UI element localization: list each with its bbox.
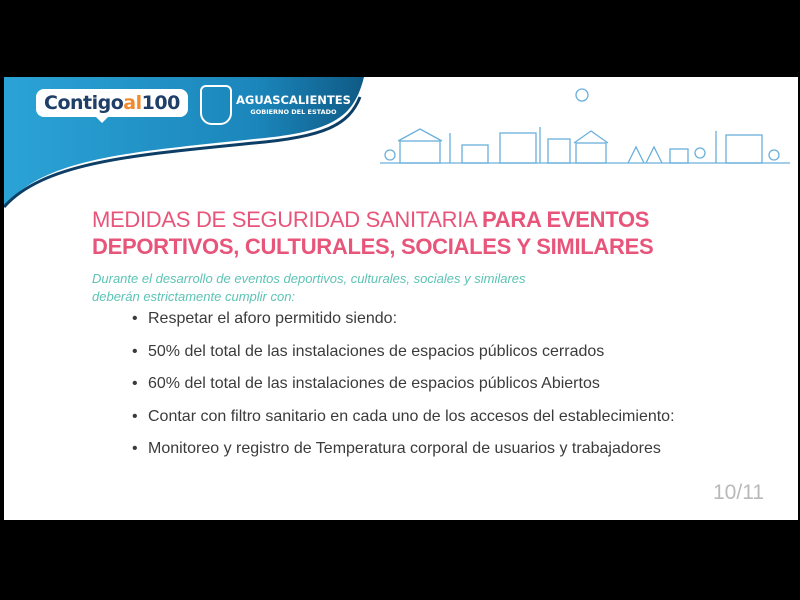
logo-al: al [123,92,142,114]
title-bold-2: DEPORTIVOS, CULTURALES, SOCIALES Y SIMIL… [92,234,654,259]
intro-line-2: deberán estrictamente cumplir con: [92,289,296,304]
slide-title: MEDIDAS DE SEGURIDAD SANITARIA PARA EVEN… [92,206,654,260]
logo-text: Contigo [44,92,124,114]
slide: Contigoal100 AGUASCALIENTES GOBIERNO DEL … [4,77,798,520]
title-light: MEDIDAS DE SEGURIDAD SANITARIA [92,207,477,232]
list-item: Respetar el aforo permitido siendo: [132,309,675,342]
state-seal-icon [200,85,232,125]
list-item: Contar con filtro sanitario en cada uno … [132,407,675,440]
gov-name: AGUASCALIENTES [236,93,351,107]
government-logo: AGUASCALIENTES GOBIERNO DEL ESTADO [236,94,351,118]
logo-num: 100 [141,92,181,114]
city-skyline-illustration [380,88,790,164]
list-item: Monitoreo y registro de Temperatura corp… [132,439,675,472]
page-indicator: 10/11 [713,481,764,504]
intro-line-1: Durante el desarrollo de eventos deporti… [92,271,526,286]
contigo-al-100-logo: Contigoal100 [36,89,188,123]
intro-text: Durante el desarrollo de eventos deporti… [92,270,526,306]
list-item: 50% del total de las instalaciones de es… [132,342,675,375]
gov-sub: GOBIERNO DEL ESTADO [250,108,337,116]
list-item: 60% del total de las instalaciones de es… [132,374,675,407]
title-bold-1: PARA EVENTOS [482,207,650,232]
bullet-list: Respetar el aforo permitido siendo: 50% … [132,309,675,472]
